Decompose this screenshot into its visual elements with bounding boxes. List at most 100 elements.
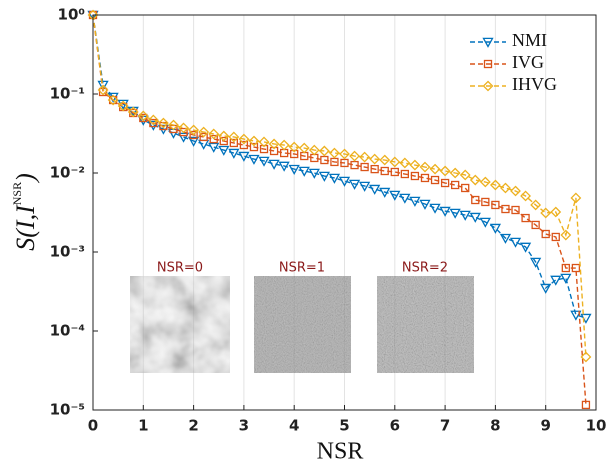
marker bbox=[308, 168, 320, 179]
marker bbox=[483, 59, 493, 69]
marker bbox=[268, 159, 280, 170]
x-tick-label: 9 bbox=[540, 417, 550, 435]
marker bbox=[561, 263, 570, 273]
marker bbox=[308, 144, 320, 156]
y-tick-label: 10⁻² bbox=[50, 164, 85, 182]
marker bbox=[469, 174, 481, 186]
marker bbox=[147, 114, 159, 126]
marker bbox=[390, 167, 399, 177]
legend-label: NMI bbox=[512, 30, 547, 50]
marker bbox=[509, 237, 522, 248]
marker bbox=[268, 138, 280, 150]
marker bbox=[491, 200, 500, 210]
marker bbox=[439, 206, 451, 217]
marker bbox=[449, 208, 461, 219]
marker bbox=[228, 148, 240, 159]
marker bbox=[330, 157, 339, 167]
marker bbox=[570, 192, 582, 204]
y-tick-label: 10⁻¹ bbox=[50, 85, 85, 103]
marker bbox=[147, 120, 159, 131]
marker bbox=[329, 147, 340, 159]
marker bbox=[429, 163, 441, 175]
marker bbox=[229, 138, 238, 148]
marker bbox=[501, 204, 510, 214]
marker bbox=[108, 95, 118, 105]
marker bbox=[540, 207, 552, 219]
x-tick-label: 10 bbox=[586, 417, 607, 435]
marker bbox=[521, 213, 530, 223]
marker bbox=[379, 154, 391, 166]
x-tick-label: 0 bbox=[88, 417, 98, 435]
marker bbox=[288, 141, 300, 153]
marker bbox=[500, 182, 511, 194]
marker bbox=[560, 229, 572, 241]
y-axis-label: S(I,INSR) bbox=[10, 173, 40, 251]
marker bbox=[350, 160, 359, 170]
marker bbox=[482, 80, 494, 92]
marker bbox=[168, 119, 179, 131]
x-tick-label: 5 bbox=[339, 417, 349, 435]
marker bbox=[290, 149, 299, 159]
marker bbox=[149, 118, 158, 128]
x-axis-label: NSR bbox=[317, 439, 364, 465]
marker bbox=[127, 106, 139, 118]
marker bbox=[238, 133, 250, 145]
marker bbox=[520, 190, 531, 202]
marker bbox=[348, 179, 361, 190]
y-tick-label: 10⁻³ bbox=[50, 243, 85, 261]
marker bbox=[359, 181, 371, 192]
inset-label: NSR=2 bbox=[402, 261, 448, 276]
marker bbox=[249, 142, 259, 152]
marker bbox=[258, 156, 270, 167]
marker bbox=[479, 217, 491, 228]
marker bbox=[410, 171, 420, 181]
marker bbox=[218, 145, 230, 156]
marker bbox=[550, 275, 562, 286]
marker bbox=[510, 185, 521, 197]
marker bbox=[189, 130, 198, 140]
marker bbox=[479, 176, 491, 188]
inset-shade bbox=[377, 276, 474, 373]
marker bbox=[258, 136, 270, 148]
y-tick-label: 10⁻⁵ bbox=[50, 401, 85, 419]
marker bbox=[360, 162, 369, 172]
marker bbox=[399, 157, 411, 169]
marker bbox=[459, 210, 471, 221]
marker bbox=[298, 166, 310, 177]
marker bbox=[449, 167, 461, 179]
marker bbox=[179, 127, 188, 137]
marker bbox=[439, 165, 451, 177]
inset-shade bbox=[254, 276, 351, 373]
marker bbox=[278, 161, 290, 172]
marker bbox=[482, 37, 494, 48]
marker bbox=[581, 400, 591, 410]
marker bbox=[177, 132, 190, 143]
marker bbox=[541, 229, 550, 239]
marker bbox=[97, 84, 109, 96]
inset-image bbox=[130, 276, 230, 373]
marker bbox=[551, 232, 560, 242]
marker bbox=[278, 139, 290, 151]
marker bbox=[469, 212, 481, 223]
marker bbox=[461, 183, 470, 193]
x-tick-label: 4 bbox=[289, 417, 299, 435]
marker bbox=[379, 187, 391, 198]
marker bbox=[178, 122, 189, 134]
y-tick-label: 10⁰ bbox=[58, 6, 85, 24]
x-tick-label: 2 bbox=[188, 417, 198, 435]
marker bbox=[560, 273, 572, 284]
marker bbox=[389, 190, 401, 201]
marker bbox=[481, 197, 490, 207]
inset-image bbox=[377, 276, 474, 373]
marker bbox=[320, 155, 329, 165]
marker bbox=[359, 151, 371, 163]
marker bbox=[209, 134, 218, 144]
marker bbox=[219, 136, 228, 146]
marker bbox=[117, 100, 129, 112]
marker bbox=[328, 173, 341, 184]
marker bbox=[208, 142, 220, 153]
marker bbox=[340, 158, 349, 168]
marker bbox=[511, 205, 520, 215]
marker bbox=[420, 173, 430, 183]
